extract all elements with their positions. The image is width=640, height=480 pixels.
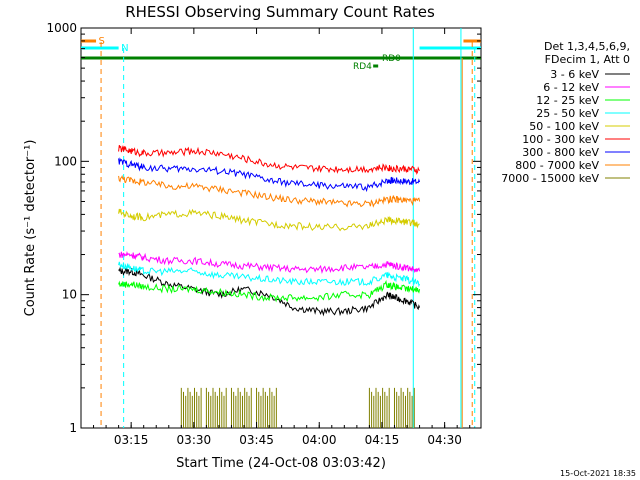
series-12-25-kev-line: [118, 279, 421, 303]
footer-timestamp: 15-Oct-2021 18:35: [560, 469, 636, 478]
series-100-300-kev-line: [118, 144, 420, 175]
legend-entry-label: 3 - 6 keV: [550, 68, 599, 81]
x-tick-label: 04:30: [427, 433, 462, 447]
series-3-6-kev-line: [118, 266, 421, 317]
legend-entry-label: 25 - 50 keV: [536, 107, 599, 120]
legend-entry-label: 100 - 300 keV: [522, 133, 599, 146]
series-300-800-kev-line: [118, 157, 421, 193]
y-tick-label: 1: [69, 421, 77, 435]
y-axis-label: Count Rate (s⁻¹ detector⁻¹): [23, 140, 38, 317]
status-label-rd4: RD4: [353, 62, 372, 72]
status-bars: S N RD0 RD4: [81, 28, 481, 428]
x-tick-label: 03:15: [114, 433, 149, 447]
legend-header-line: Det 1,3,4,5,6,9,: [544, 40, 630, 53]
status-label-n: N: [121, 43, 128, 54]
axis-ticks: 03:15 03:30 03:45 04:00 04:15 04:30 1 10 100 1000: [46, 21, 481, 447]
y-tick-label: 1000: [46, 21, 77, 35]
y-tick-label: 10: [62, 288, 77, 302]
plot-area: [80, 27, 482, 429]
series-6-12-kev-line: [118, 250, 421, 274]
series-25-50-kev-line: [118, 261, 421, 288]
series-800-7000-kev-line: [118, 174, 421, 208]
x-tick-label: 03:45: [239, 433, 274, 447]
x-axis-label: Start Time (24-Oct-08 03:03:42): [176, 456, 386, 471]
series-50-100-kev-line: [118, 208, 420, 232]
y-tick-label: 100: [54, 154, 77, 168]
status-label-rd0: RD0: [382, 54, 401, 64]
legend-entry-label: 300 - 800 keV: [522, 146, 599, 159]
legend-entry-label: 50 - 100 keV: [529, 120, 599, 133]
legend-entry-label: 7000 - 15000 keV: [501, 172, 599, 185]
series-lines: [118, 144, 421, 428]
chart-title: RHESSI Observing Summary Count Rates: [125, 3, 435, 21]
legend-header-line: FDecim 1, Att 0: [545, 53, 630, 66]
legend-entry-label: 800 - 7000 keV: [515, 159, 599, 172]
x-tick-label: 03:30: [177, 433, 212, 447]
legend: Det 1,3,4,5,6,9,FDecim 1, Att 0 3 - 6 keV…: [501, 40, 630, 185]
x-tick-label: 04:00: [302, 433, 337, 447]
legend-entry-label: 12 - 25 keV: [536, 94, 599, 107]
x-tick-label: 04:15: [365, 433, 400, 447]
status-label-s: S: [99, 36, 105, 47]
legend-entry-label: 6 - 12 keV: [543, 81, 599, 94]
